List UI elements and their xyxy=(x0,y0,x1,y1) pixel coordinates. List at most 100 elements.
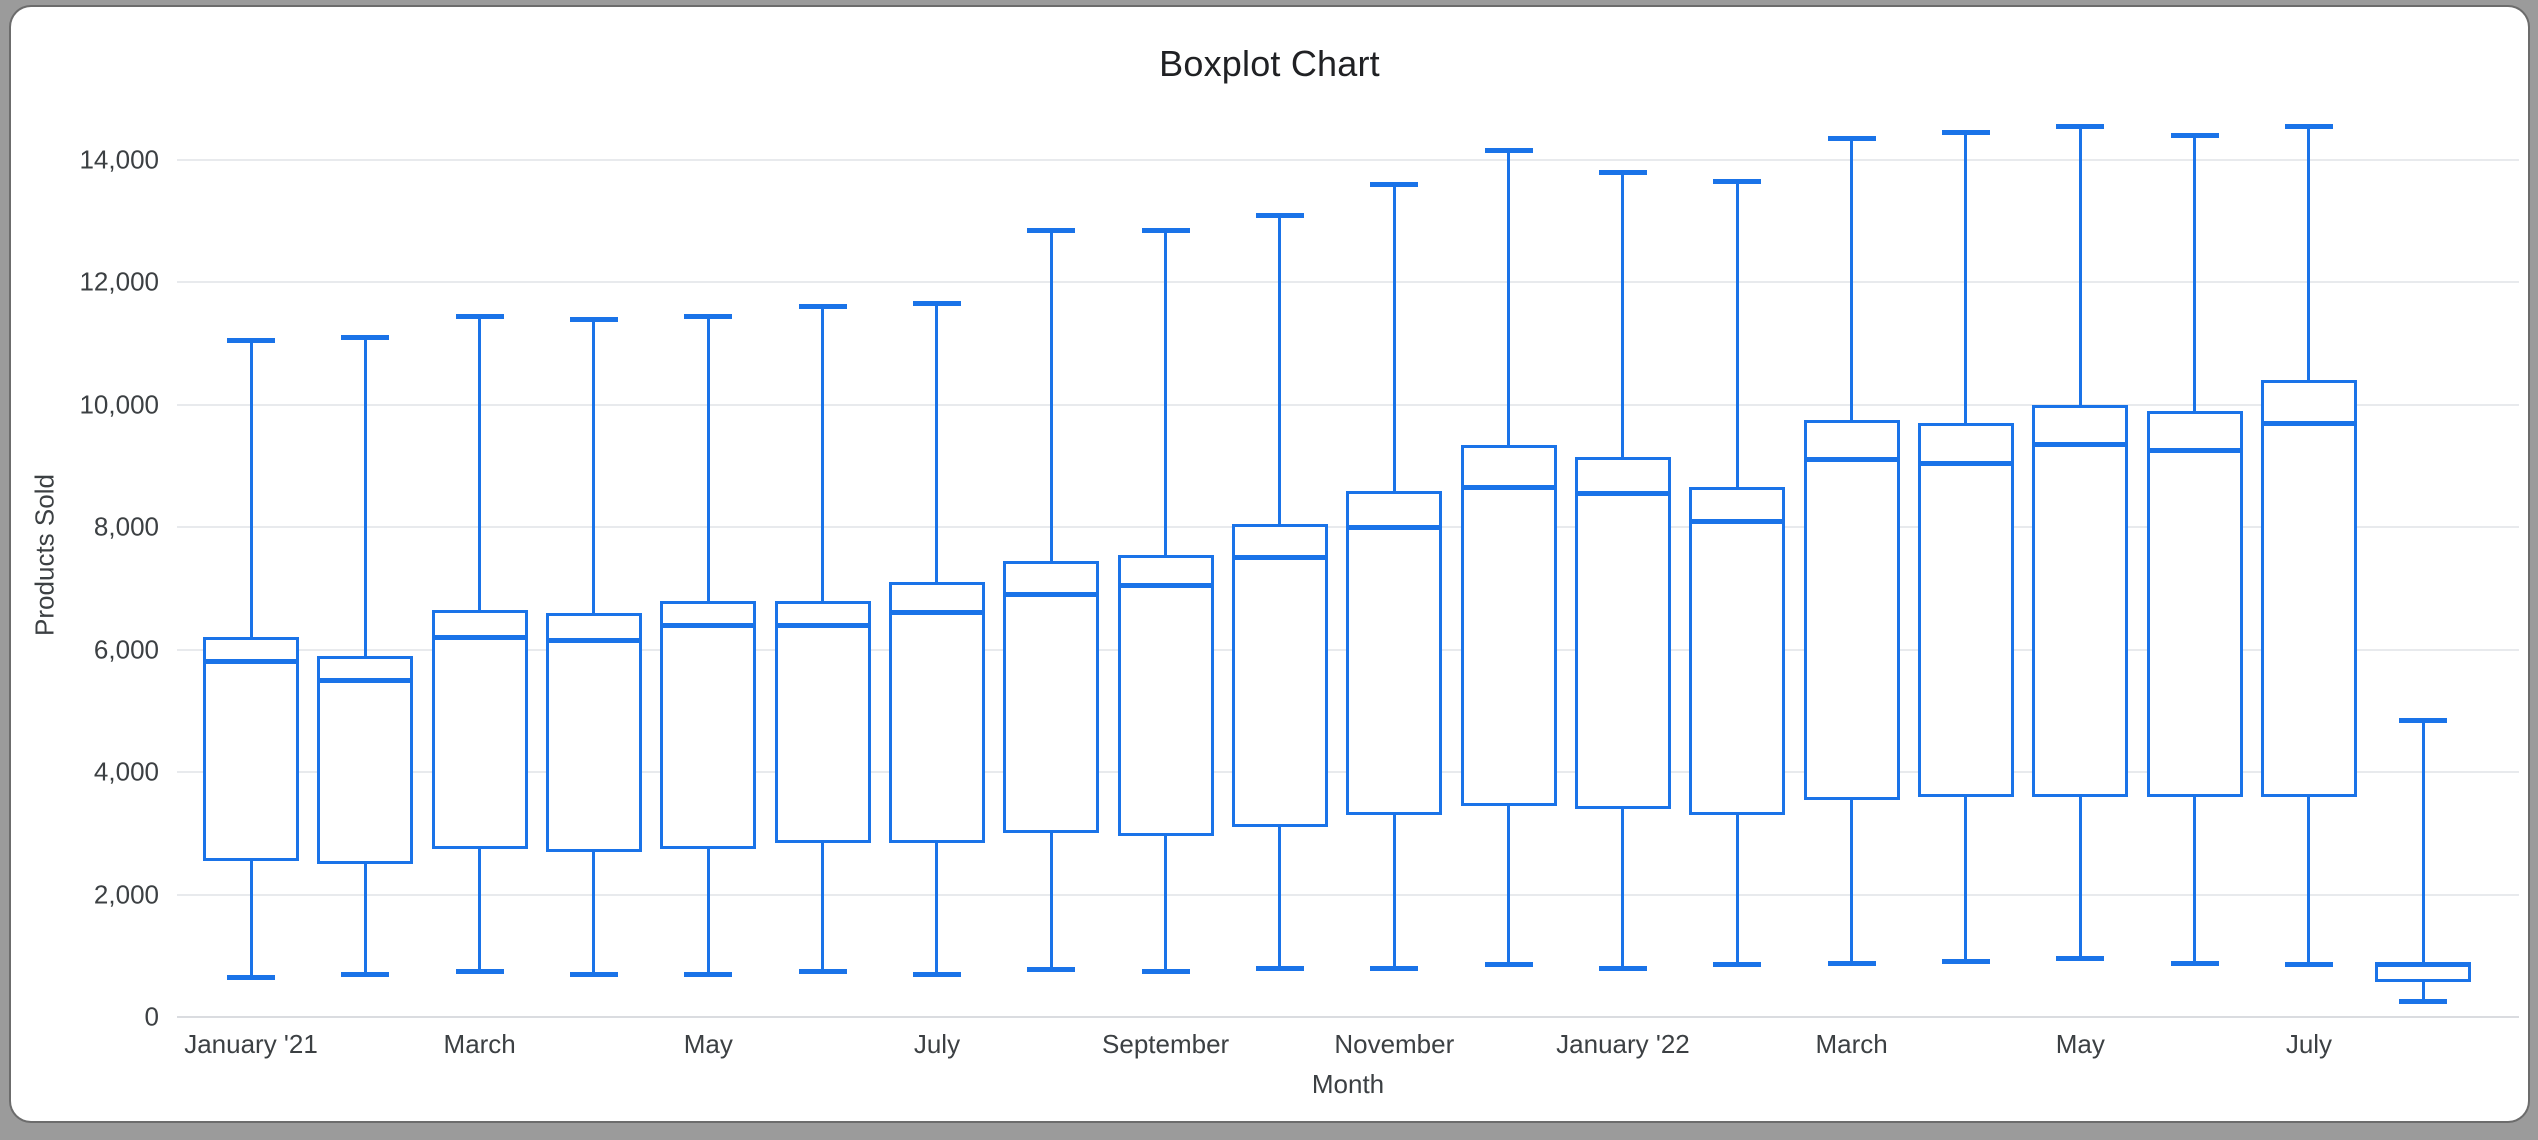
boxplot-november-21[interactable] xyxy=(11,7,2528,1121)
median-line xyxy=(888,610,985,616)
whisker-lower-cap xyxy=(1598,965,1647,971)
whisker-lower-stem xyxy=(706,848,710,975)
boxplot-january-22[interactable] xyxy=(11,7,2528,1121)
median-line xyxy=(1231,555,1328,561)
whisker-upper-cap xyxy=(1941,129,1990,135)
whisker-lower-stem xyxy=(821,842,825,972)
boxplot-july-22[interactable] xyxy=(11,7,2528,1121)
boxplot-may-21[interactable] xyxy=(11,7,2528,1121)
whisker-upper-cap xyxy=(2284,123,2333,129)
whisker-lower-stem xyxy=(1392,814,1396,969)
whisker-upper-stem xyxy=(592,319,596,613)
x-tick-label: January '21 xyxy=(184,1029,318,1059)
whisker-upper-cap xyxy=(2170,133,2219,138)
iqr-box[interactable] xyxy=(2375,961,2472,982)
iqr-box[interactable] xyxy=(1117,554,1214,837)
boxplot-february-21[interactable] xyxy=(11,7,2528,1121)
boxplot-october-21[interactable] xyxy=(11,7,2528,1121)
whisker-lower-cap xyxy=(455,968,504,974)
iqr-box[interactable] xyxy=(1803,420,1900,800)
whisker-upper-stem xyxy=(1735,181,1739,488)
whisker-upper-stem xyxy=(1621,172,1625,457)
gridline xyxy=(177,403,2519,406)
x-tick-label: July xyxy=(2285,1029,2333,1059)
iqr-box[interactable] xyxy=(203,637,299,861)
iqr-box[interactable] xyxy=(1574,456,1671,809)
whisker-lower-cap xyxy=(912,971,961,977)
boxplot-april-21[interactable] xyxy=(11,7,2528,1121)
boxplot-june-21[interactable] xyxy=(11,7,2528,1121)
whisker-lower-cap xyxy=(2056,956,2105,962)
median-line xyxy=(2032,442,2129,448)
whisker-upper-cap xyxy=(569,316,618,322)
whisker-upper-stem xyxy=(2307,126,2311,381)
whisker-upper-cap xyxy=(1598,169,1647,175)
whisker-lower-cap xyxy=(1941,959,1990,965)
whisker-upper-stem xyxy=(1392,184,1396,491)
whisker-lower-stem xyxy=(2307,796,2311,965)
iqr-box[interactable] xyxy=(774,600,871,843)
whisker-upper-cap xyxy=(1484,148,1533,154)
boxplot-december-21[interactable] xyxy=(11,7,2528,1121)
whisker-upper-cap xyxy=(455,313,504,319)
whisker-lower-cap xyxy=(2170,960,2219,966)
boxplot-chart-area: 0 2,000 4,000 6,000 8,000 10,000 12,000 14,000 J… xyxy=(11,7,2528,1121)
whisker-lower-cap xyxy=(798,968,847,974)
whisker-upper-cap xyxy=(341,335,390,341)
iqr-box[interactable] xyxy=(888,582,985,843)
whisker-upper-cap xyxy=(798,304,847,310)
whisker-lower-stem xyxy=(1278,827,1282,969)
iqr-box[interactable] xyxy=(1917,423,2014,797)
whisker-lower-cap xyxy=(2399,999,2448,1005)
iqr-box[interactable] xyxy=(1689,487,1786,815)
whisker-upper-cap xyxy=(2399,717,2448,723)
iqr-box[interactable] xyxy=(1003,560,1100,834)
boxplot-july-21[interactable] xyxy=(11,7,2528,1121)
boxplot-august-21[interactable] xyxy=(11,7,2528,1121)
iqr-box[interactable] xyxy=(660,600,757,849)
whisker-upper-stem xyxy=(2421,720,2425,962)
boxplot-april-22[interactable] xyxy=(11,7,2528,1121)
whisker-lower-cap xyxy=(1713,962,1762,968)
median-line xyxy=(1917,460,2014,466)
boxplot-march-22[interactable] xyxy=(11,7,2528,1121)
gridline xyxy=(177,159,2519,161)
y-tick-label: 14,000 xyxy=(79,144,159,175)
whisker-upper-stem xyxy=(363,337,367,656)
boxplot-march-21[interactable] xyxy=(11,7,2528,1121)
x-tick-label: November xyxy=(1334,1029,1455,1059)
whisker-upper-cap xyxy=(1141,227,1190,233)
whisker-upper-stem xyxy=(935,303,939,583)
whisker-upper-cap xyxy=(1713,178,1762,184)
boxplot-february-22[interactable] xyxy=(11,7,2528,1121)
whisker-upper-cap xyxy=(1027,227,1076,233)
median-line xyxy=(1803,457,1900,463)
whisker-upper-stem xyxy=(478,316,482,610)
boxplot-august-22[interactable] xyxy=(11,7,2528,1121)
iqr-box[interactable] xyxy=(1231,524,1328,828)
y-tick-label: 6,000 xyxy=(93,634,159,665)
iqr-box[interactable] xyxy=(431,609,528,849)
y-tick-label: 2,000 xyxy=(93,879,159,910)
whisker-upper-cap xyxy=(2056,123,2105,129)
whisker-lower-stem xyxy=(1850,799,1854,964)
median-line xyxy=(1574,491,1671,497)
boxplot-january-21[interactable] xyxy=(11,7,2528,1121)
iqr-box[interactable] xyxy=(1460,444,1557,806)
iqr-box[interactable] xyxy=(317,655,414,864)
iqr-box[interactable] xyxy=(1346,490,1443,815)
gridline xyxy=(177,771,2519,774)
x-tick-label: May xyxy=(683,1029,733,1059)
whisker-upper-stem xyxy=(2193,135,2197,411)
whisker-upper-cap xyxy=(912,301,961,307)
boxplot-september-21[interactable] xyxy=(11,7,2528,1121)
iqr-box[interactable] xyxy=(2260,380,2357,797)
boxplot-june-22[interactable] xyxy=(11,7,2528,1121)
iqr-box[interactable] xyxy=(2032,404,2129,797)
iqr-box[interactable] xyxy=(2146,410,2243,797)
boxplot-may-22[interactable] xyxy=(11,7,2528,1121)
whisker-lower-cap xyxy=(227,974,275,980)
median-line xyxy=(2375,962,2472,968)
whisker-upper-stem xyxy=(249,340,253,638)
